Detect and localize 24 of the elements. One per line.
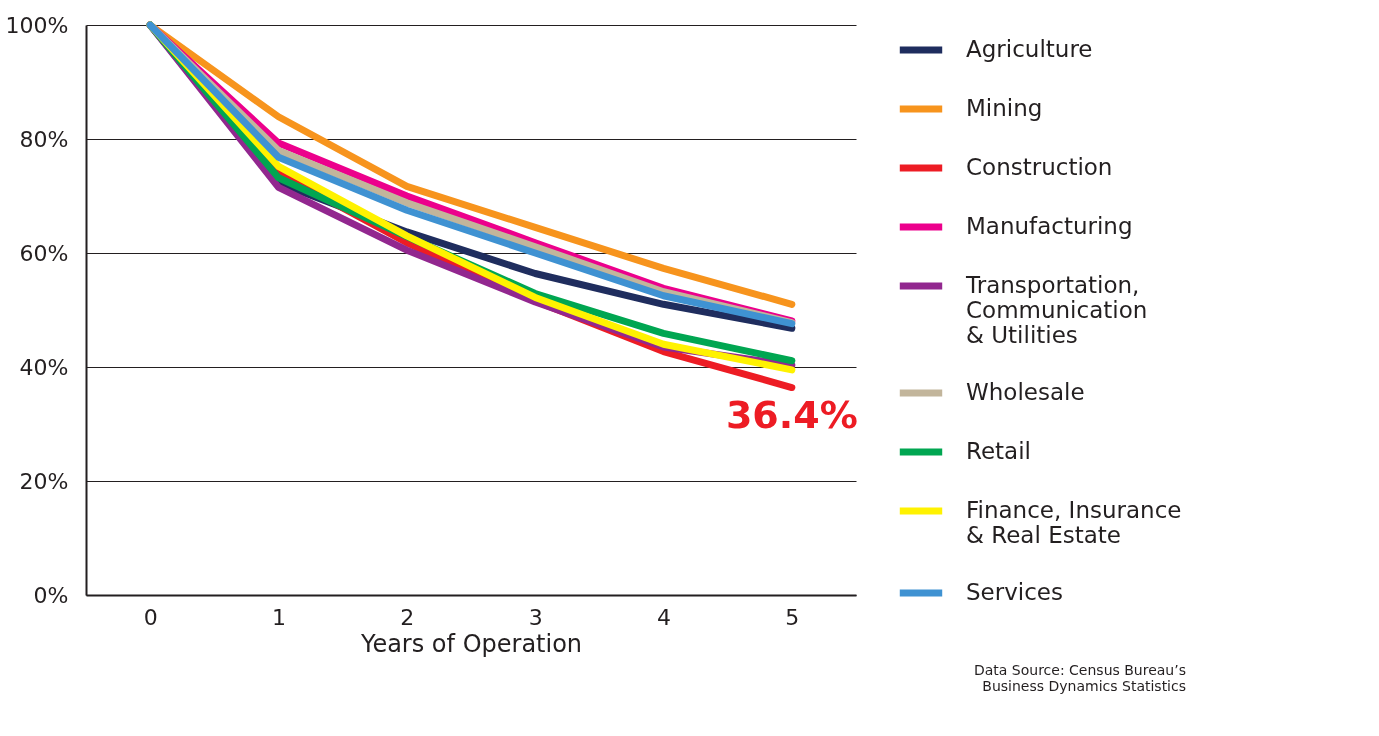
legend-label: Manufacturing (966, 213, 1133, 239)
legend-label: Retail (966, 438, 1031, 464)
legend-label: Mining (966, 95, 1043, 121)
legend-label: Construction (966, 154, 1113, 180)
x-tick-label: 4 (657, 604, 671, 630)
x-tick-label: 1 (272, 604, 286, 630)
y-tick-label: 20% (19, 468, 69, 494)
legend-label: Transportation, Communication & Utilities (965, 272, 1148, 348)
legend-label: Services (966, 579, 1063, 605)
x-tick-label: 3 (528, 604, 543, 630)
legend-label: Wholesale (966, 379, 1085, 405)
y-tick-label: 0% (33, 582, 69, 608)
y-tick-label: 60% (19, 240, 69, 266)
y-tick-label: 100% (5, 12, 69, 38)
x-tick-label: 2 (400, 604, 415, 630)
x-tick-label: 0 (143, 604, 158, 630)
annotation: 36.4% (725, 392, 858, 437)
source-note: Data Source: Census Bureau’s Business Dynamics Statistics (973, 662, 1186, 694)
x-axis-title: Years of Operation (359, 629, 583, 658)
x-tick-label: 5 (785, 604, 800, 630)
y-tick-label: 40% (19, 354, 69, 380)
y-tick-label: 80% (19, 126, 69, 152)
legend-label: Agriculture (966, 36, 1093, 62)
legend-label: Finance, Insurance & Real Estate (966, 497, 1182, 548)
